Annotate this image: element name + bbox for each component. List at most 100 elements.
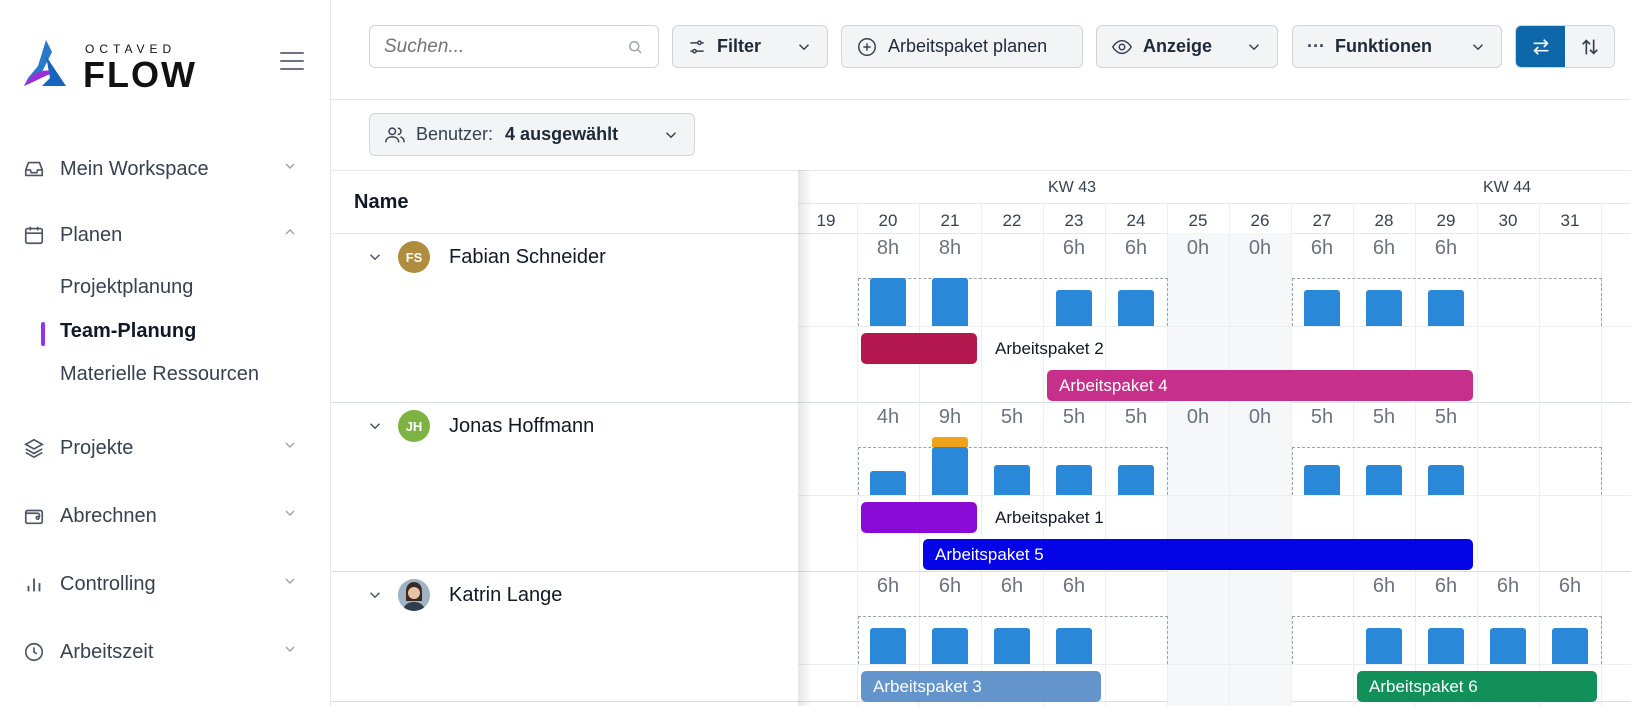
capacity-hours-label: 0h <box>1248 406 1272 428</box>
calendar-icon <box>22 223 46 247</box>
chevron-down-icon <box>1469 38 1487 56</box>
nav-planen[interactable]: Planen <box>22 220 302 250</box>
day-label: 25 <box>1188 211 1208 230</box>
load-bar <box>1304 465 1340 495</box>
eye-icon <box>1111 36 1133 58</box>
day-label: 19 <box>816 211 836 230</box>
load-bar <box>932 628 968 664</box>
nav-arbeitszeit[interactable]: Arbeitszeit <box>22 637 302 667</box>
task-area-divider[interactable] <box>798 664 1631 665</box>
search-box[interactable] <box>369 25 659 68</box>
more-horizontal-icon: ··· <box>1307 36 1325 56</box>
capacity-hours-label: 5h <box>1124 406 1148 428</box>
logo[interactable]: OCTAVED FLOW <box>22 36 202 95</box>
nav-mein-workspace[interactable]: Mein Workspace <box>22 154 302 184</box>
day-gridline <box>981 203 982 706</box>
chevron-down-icon <box>282 573 302 593</box>
bar-chart-icon <box>22 572 46 596</box>
capacity-hours-label: 6h <box>1496 575 1520 597</box>
load-bar <box>1366 290 1402 326</box>
nav-label: Mein Workspace <box>60 157 209 180</box>
task-bar[interactable]: Arbeitspaket 5 <box>923 539 1473 570</box>
task-label[interactable]: Arbeitspaket 1 <box>995 508 1104 527</box>
day-label: 29 <box>1436 211 1456 230</box>
day-label: 30 <box>1498 211 1518 230</box>
load-bar <box>1552 628 1588 664</box>
team-planning-timeline: KW 43 KW 44 19 20 21 22 23 24 25 26 27 28 29 30 31 8h… <box>798 170 1631 706</box>
day-gridline <box>1105 203 1106 706</box>
day-label: 24 <box>1126 211 1146 230</box>
capacity-hours-label: 0h <box>1248 237 1272 259</box>
chevron-down-icon[interactable] <box>366 586 384 604</box>
capacity-hours-label: 0h <box>1186 406 1210 428</box>
inbox-icon <box>22 157 46 181</box>
sidebar: OCTAVED FLOW Mein Workspace Planen Proje… <box>0 0 331 706</box>
task-bar[interactable]: Arbeitspaket 3 <box>861 671 1101 702</box>
chevron-down-icon <box>282 158 302 178</box>
person-name[interactable]: Jonas Hoffmann <box>449 414 595 437</box>
avatar-photo <box>398 579 430 611</box>
capacity-outline <box>858 447 1168 495</box>
task-bar[interactable]: Arbeitspaket 4 <box>1047 370 1473 401</box>
chevron-down-icon[interactable] <box>366 248 384 266</box>
row-divider <box>331 402 798 403</box>
load-bar <box>870 471 906 495</box>
menu-toggle-icon[interactable] <box>280 52 304 72</box>
day-gridline <box>1291 203 1292 706</box>
chevron-down-icon <box>282 437 302 457</box>
day-label: 22 <box>1002 211 1022 230</box>
user-filter-button[interactable]: Benutzer: 4 ausgewählt <box>369 113 695 156</box>
nav-controlling[interactable]: Controlling <box>22 569 302 599</box>
view-button[interactable]: Anzeige <box>1096 25 1278 68</box>
day-gridline <box>857 203 858 706</box>
nav-abrechnen[interactable]: Abrechnen <box>22 501 302 531</box>
plus-circle-icon <box>856 36 878 58</box>
person-name[interactable]: Fabian Schneider <box>449 245 606 268</box>
task-bar[interactable]: Arbeitspaket 6 <box>1357 671 1597 702</box>
capacity-hours-label: 6h <box>1310 237 1334 259</box>
capacity-hours-label: 8h <box>938 237 962 259</box>
nav-sub-projektplanung[interactable]: Projektplanung <box>60 276 194 298</box>
avatar: JH <box>398 410 430 442</box>
task-bar[interactable] <box>861 502 977 533</box>
task-bar[interactable] <box>861 333 977 364</box>
capacity-outline <box>1292 616 1602 664</box>
chevron-down-icon[interactable] <box>366 417 384 435</box>
load-bar <box>1056 465 1092 495</box>
task-area-divider[interactable] <box>798 326 1631 327</box>
person-name[interactable]: Katrin Lange <box>449 583 563 606</box>
day-gridline <box>1415 203 1416 706</box>
chevron-down-icon <box>282 505 302 525</box>
day-gridline <box>1539 203 1540 706</box>
capacity-hours-label: 8h <box>876 237 900 259</box>
functions-label: Funktionen <box>1334 36 1432 56</box>
nav-sub-team-planung[interactable]: Team-Planung <box>60 320 197 342</box>
swap-vertical-icon[interactable] <box>1565 26 1614 67</box>
weekend-shade <box>1229 233 1291 706</box>
header-divider <box>331 233 798 234</box>
logo-wordmark-small: OCTAVED <box>85 42 177 56</box>
load-bar <box>1304 290 1340 326</box>
capacity-hours-label: 5h <box>1372 406 1396 428</box>
capacity-hours-label: 9h <box>938 406 962 428</box>
nav-projekte[interactable]: Projekte <box>22 433 302 463</box>
capacity-hours-label: 4h <box>876 406 900 428</box>
week-label: KW 43 <box>1048 179 1097 196</box>
day-label: 27 <box>1312 211 1332 230</box>
task-label[interactable]: Arbeitspaket 2 <box>995 339 1104 358</box>
nav-sub-materielle-ressourcen[interactable]: Materielle Ressourcen <box>60 363 259 385</box>
search-input[interactable] <box>384 35 614 58</box>
functions-button[interactable]: ··· Funktionen <box>1292 25 1502 68</box>
logo-mark-icon <box>24 40 66 86</box>
load-bar <box>932 278 968 326</box>
filter-button[interactable]: Filter <box>672 25 828 68</box>
toolbar: Filter Arbeitspaket planen Anzeige ··· F… <box>331 0 1631 100</box>
clock-icon <box>22 640 46 664</box>
capacity-hours-label: 6h <box>1372 575 1396 597</box>
plan-work-package-button[interactable]: Arbeitspaket planen <box>841 25 1083 68</box>
chevron-down-icon <box>1245 38 1263 56</box>
load-bar <box>1428 628 1464 664</box>
day-label: 21 <box>940 211 960 230</box>
swap-horizontal-icon[interactable] <box>1516 26 1565 67</box>
task-area-divider[interactable] <box>798 495 1631 496</box>
